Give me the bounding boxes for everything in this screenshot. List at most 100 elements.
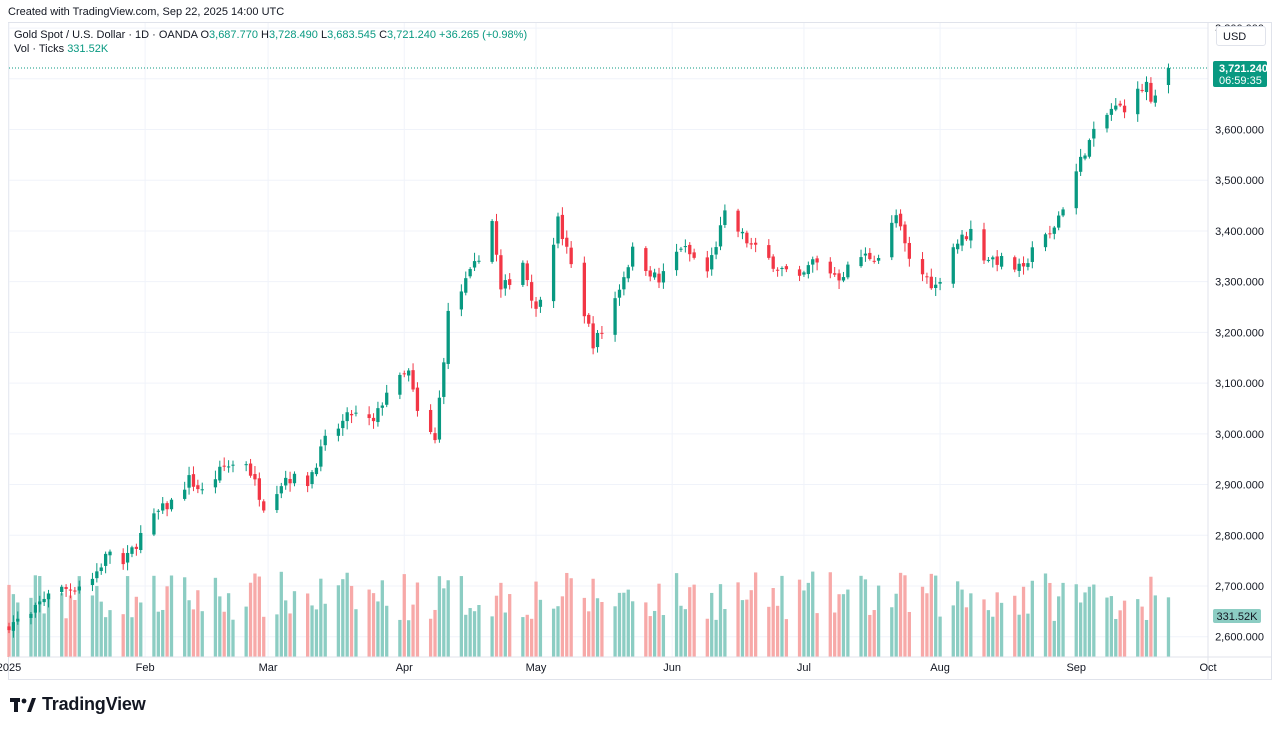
volume-bar xyxy=(196,590,200,657)
candle-body xyxy=(534,301,538,309)
volume-bar xyxy=(499,582,503,657)
y-tick-label: 3,200.000 xyxy=(1215,327,1264,339)
volume-bar xyxy=(349,585,354,657)
volume-bar xyxy=(183,577,187,657)
candle-body xyxy=(868,252,872,260)
volume-bar xyxy=(1092,584,1096,657)
candle-body xyxy=(815,258,819,263)
candle-body xyxy=(367,414,371,419)
candle-body xyxy=(288,478,292,484)
volume-bar xyxy=(551,608,556,657)
volume-bar xyxy=(218,596,222,657)
candle-body xyxy=(1092,128,1096,139)
candle-body xyxy=(90,578,95,586)
candle-body xyxy=(894,215,898,224)
volume-bar xyxy=(920,586,925,657)
volume-bar xyxy=(595,598,600,657)
candle-body xyxy=(1061,209,1065,216)
candle-body xyxy=(161,503,165,511)
candle-body xyxy=(503,280,507,289)
y-tick-label: 3,400.000 xyxy=(1215,226,1264,238)
volume-bar xyxy=(341,579,345,657)
volume-bar xyxy=(938,616,942,657)
candle-body xyxy=(679,248,683,250)
volume-bar xyxy=(705,618,709,657)
candle-body xyxy=(231,464,235,466)
open-label: O xyxy=(200,29,210,41)
volume-bar xyxy=(982,599,986,657)
volume-bar xyxy=(73,600,77,657)
candle-body xyxy=(1057,215,1061,228)
volume-bars xyxy=(7,571,1171,657)
volume-bar xyxy=(644,602,648,657)
x-tick-label: Sep xyxy=(1066,662,1086,674)
candle-body xyxy=(661,271,666,283)
candle-body xyxy=(468,269,472,277)
candle-body xyxy=(310,472,314,485)
volume-bar xyxy=(1083,592,1087,657)
volume-bar xyxy=(77,576,81,657)
volume-bar xyxy=(1026,613,1030,657)
volume-bar xyxy=(494,595,499,657)
symbol-title[interactable]: Gold Spot / U.S. Dollar · 1D · OANDA xyxy=(14,29,198,41)
volume-bar xyxy=(508,594,512,657)
candle-body xyxy=(68,589,73,591)
x-tick-label: Apr xyxy=(396,662,413,674)
volume-bar xyxy=(907,611,911,657)
candle-body xyxy=(1021,263,1026,267)
last-price-label: 3,721.240 xyxy=(1219,63,1268,75)
volume-bar xyxy=(121,614,125,657)
candle-body xyxy=(42,598,46,603)
volume-bar xyxy=(903,575,907,657)
volume-bar xyxy=(1105,597,1109,657)
volume-bar xyxy=(797,579,802,657)
volume-bar xyxy=(582,597,586,657)
volume-bar xyxy=(1061,582,1065,657)
candle-body xyxy=(1074,171,1078,209)
candle-body xyxy=(336,428,341,436)
high-value: 3,728.490 xyxy=(268,29,318,41)
volume-bar xyxy=(780,575,784,657)
currency-button[interactable]: USD xyxy=(1216,26,1266,46)
candle-body xyxy=(1105,114,1109,129)
volume-bar xyxy=(657,583,661,657)
volume-bar xyxy=(367,589,371,657)
tradingview-logo[interactable]: TradingView xyxy=(10,694,146,715)
candle-body xyxy=(560,214,565,240)
y-tick-label: 3,300.000 xyxy=(1215,277,1264,289)
candle-body xyxy=(99,567,103,571)
volume-bar xyxy=(688,587,692,657)
volume-bar xyxy=(257,576,261,657)
volume-bar xyxy=(745,599,749,657)
volume-bar xyxy=(626,589,630,657)
candle-body xyxy=(723,210,727,225)
volume-bar xyxy=(784,619,789,657)
candle-body xyxy=(718,225,723,247)
volume-bar xyxy=(600,602,604,657)
volume-bar xyxy=(1140,606,1144,657)
y-tick-label: 3,000.000 xyxy=(1215,429,1264,441)
candle-body xyxy=(626,267,630,279)
volume-bar xyxy=(723,609,727,657)
candle-body xyxy=(631,246,635,267)
volume-bar xyxy=(139,602,143,657)
volume-bar xyxy=(534,581,538,657)
candle-body xyxy=(797,269,802,276)
volume-bar xyxy=(679,605,683,657)
volume-bar xyxy=(319,578,323,657)
y-tick-label: 3,100.000 xyxy=(1215,378,1264,390)
candle-body xyxy=(29,613,33,618)
volume-bar xyxy=(890,607,894,657)
candle-body xyxy=(811,259,815,265)
volume-bar xyxy=(960,589,964,657)
candle-body xyxy=(253,474,257,480)
x-tick-label: May xyxy=(526,662,547,674)
volume-bar xyxy=(1048,582,1052,657)
volume-bar xyxy=(103,617,108,657)
volume-bar xyxy=(1021,586,1026,657)
volume-bar xyxy=(991,616,995,657)
volume-indicator-label[interactable]: Vol · Ticks xyxy=(14,43,65,55)
volume-bar xyxy=(529,618,534,657)
candle-body xyxy=(319,446,323,467)
